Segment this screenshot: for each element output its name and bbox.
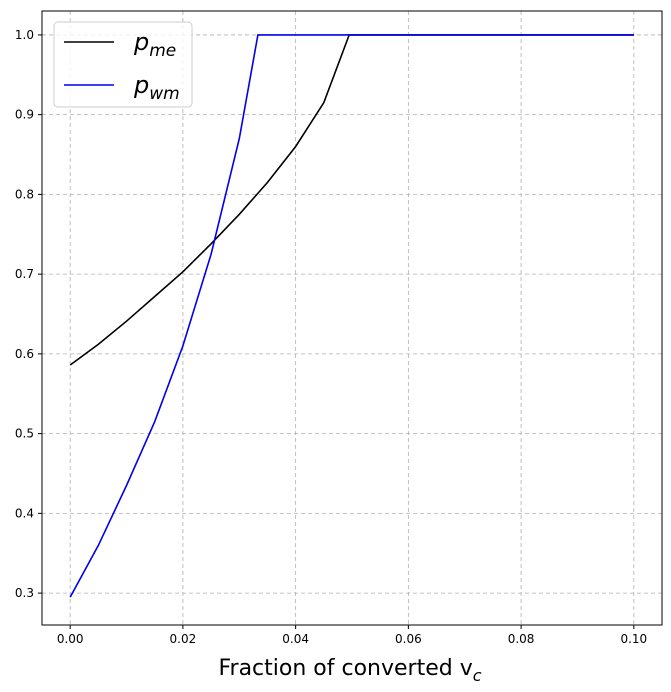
legend-entry: pwm bbox=[133, 71, 180, 104]
y-tick-label: 0.8 bbox=[15, 187, 34, 201]
x-tick-label: 0.02 bbox=[170, 632, 197, 646]
x-tick-label: 0.00 bbox=[57, 632, 84, 646]
y-tick-label: 0.3 bbox=[15, 586, 34, 600]
svg-text:Fraction of converted vc: Fraction of converted vc bbox=[218, 656, 481, 685]
legend-entry-subscript: wm bbox=[149, 84, 179, 104]
y-tick-label: 0.9 bbox=[15, 108, 34, 122]
x-axis-label: Fraction of converted vc bbox=[218, 656, 481, 685]
x-tick-label: 0.08 bbox=[508, 632, 535, 646]
y-tick-label: 0.7 bbox=[15, 267, 34, 281]
plot-area bbox=[42, 11, 662, 625]
plot-frame bbox=[41, 10, 663, 626]
x-axis-label-text: Fraction of converted v bbox=[218, 656, 472, 681]
grid bbox=[42, 11, 662, 625]
legend-entry-label: p bbox=[133, 71, 149, 99]
y-tick-label: 0.5 bbox=[15, 427, 34, 441]
x-tick-label: 0.10 bbox=[620, 632, 647, 646]
ticks: 0.00 0.02 0.04 0.06 0.08 0.10 0.3 0.4 0.5 0.6 0.7 0… bbox=[15, 28, 647, 646]
x-tick-label: 0.04 bbox=[282, 632, 309, 646]
series-line-p-wm bbox=[69, 34, 634, 598]
legend-entry-subscript: me bbox=[149, 41, 176, 61]
y-tick-label: 0.4 bbox=[15, 506, 34, 520]
y-tick-label: 0.6 bbox=[15, 347, 34, 361]
legend-entry-label: p bbox=[133, 28, 149, 56]
legend-entry: pme bbox=[133, 28, 176, 61]
x-tick-label: 0.06 bbox=[395, 632, 422, 646]
series-layer bbox=[69, 34, 634, 598]
x-axis-label-sub: c bbox=[473, 666, 482, 685]
y-tick-label: 1.0 bbox=[15, 28, 34, 42]
